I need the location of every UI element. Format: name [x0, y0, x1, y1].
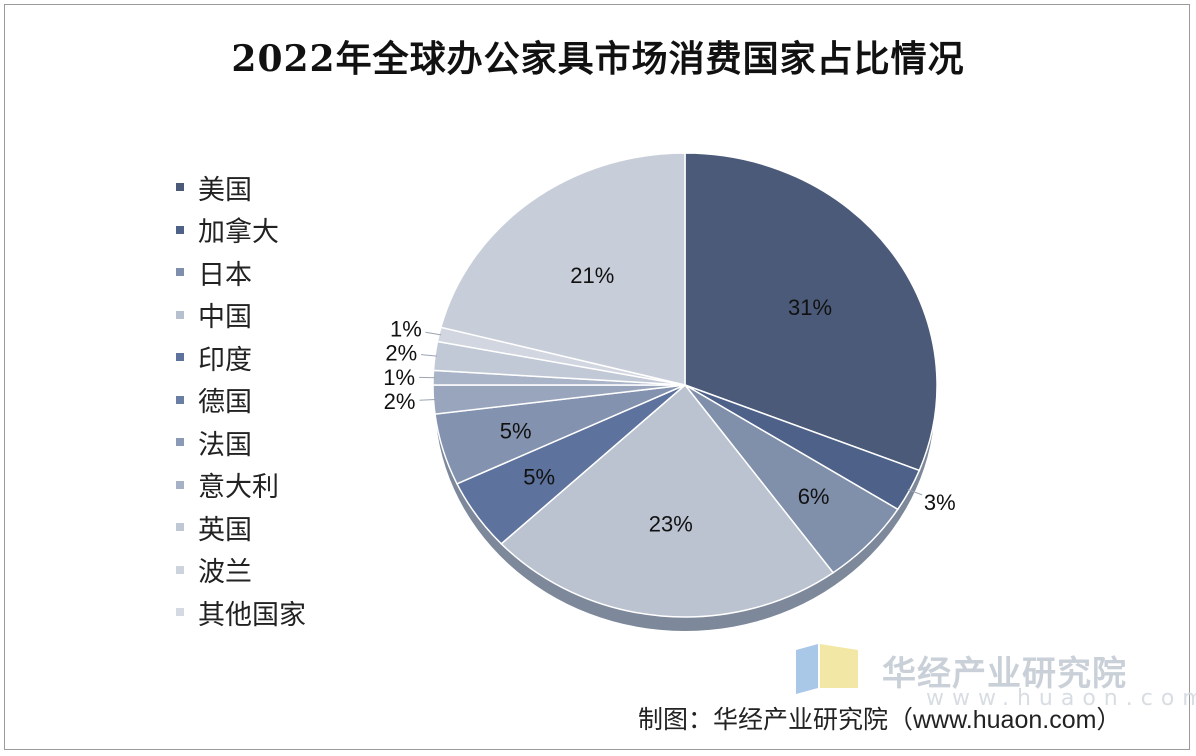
data-label: 23% [649, 512, 693, 537]
legend-label: 其他国家 [198, 599, 306, 630]
leader-line [907, 488, 923, 496]
legend-item: 波兰 [176, 549, 306, 592]
legend-label: 法国 [198, 429, 252, 460]
legend-label: 德国 [198, 387, 252, 418]
legend-marker [176, 565, 184, 574]
legend-marker [176, 310, 184, 319]
legend-marker [176, 523, 184, 532]
pie-slice [500, 383, 835, 618]
legend-marker [176, 438, 184, 447]
legend-marker [176, 183, 184, 192]
legend-item: 其他国家 [176, 591, 306, 634]
legend-item: 加拿大 [176, 209, 306, 252]
data-label: 31% [788, 295, 832, 320]
pie-slice [439, 152, 686, 386]
data-label: 1% [390, 317, 422, 342]
watermark-url: www.huaon.com [926, 686, 1196, 711]
data-label: 1% [383, 365, 415, 390]
watermark-logo [796, 644, 858, 694]
leader-line [419, 398, 436, 401]
data-label: 5% [523, 464, 555, 489]
legend-item: 德国 [176, 379, 306, 422]
data-label: 21% [570, 263, 614, 288]
legend-item: 英国 [176, 506, 306, 549]
data-label: 2% [385, 341, 417, 366]
legend: 美国加拿大日本中国印度德国法国意大利英国波兰其他国家 [176, 166, 306, 634]
data-label: 6% [798, 484, 830, 509]
legend-marker [176, 608, 184, 617]
legend-label: 意大利 [198, 472, 279, 503]
legend-item: 意大利 [176, 464, 306, 507]
watermark-text: 华经产业研究院 [882, 654, 1127, 694]
legend-marker [176, 395, 184, 404]
legend-marker [176, 268, 184, 277]
leader-line [425, 331, 442, 336]
data-label: 2% [384, 389, 416, 414]
legend-item: 印度 [176, 336, 306, 379]
legend-item: 中国 [176, 294, 306, 337]
source-note: 制图：华经产业研究院（www.huaon.com） [638, 706, 1122, 734]
legend-item: 美国 [176, 166, 306, 209]
legend-label: 印度 [198, 344, 252, 375]
leader-line [421, 354, 438, 357]
pie-slice [684, 152, 938, 472]
legend-item: 法国 [176, 421, 306, 464]
legend-label: 中国 [198, 302, 252, 333]
legend-marker [176, 225, 184, 234]
legend-marker [176, 353, 184, 362]
data-label: 5% [500, 418, 532, 443]
watermark: 华经产业研究院 www.huaon.com [796, 642, 1196, 711]
legend-label: 英国 [198, 514, 252, 545]
chart-title: 2022年全球办公家具市场消费国家占比情况 [231, 38, 965, 80]
data-label: 3% [924, 490, 956, 515]
legend-marker [176, 480, 184, 489]
legend-label: 日本 [198, 259, 252, 290]
legend-label: 美国 [198, 174, 252, 205]
legend-label: 加拿大 [198, 217, 279, 248]
legend-label: 波兰 [198, 557, 252, 588]
legend-item: 日本 [176, 251, 306, 294]
